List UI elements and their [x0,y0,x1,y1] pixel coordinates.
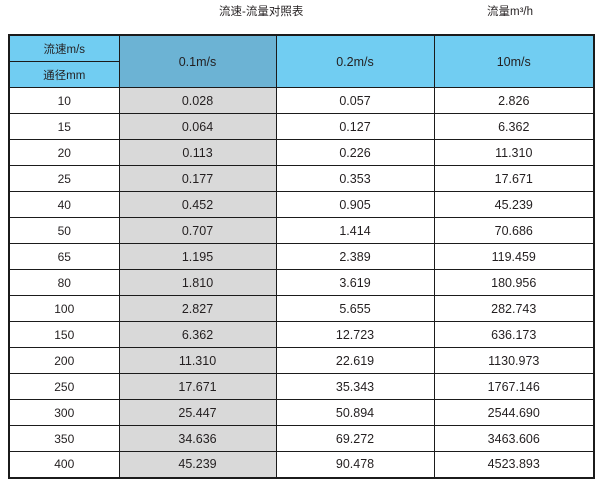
cell-dn: 250 [8,373,120,400]
cell-flow-10: 70.686 [433,217,595,244]
cell-dn: 300 [8,399,120,426]
cell-dn: 350 [8,425,120,452]
cell-dn: 400 [8,451,120,478]
cell-flow-0.1: 1.810 [118,269,277,296]
cell-dn: 100 [8,295,120,322]
cell-flow-0.2: 50.894 [275,399,435,426]
cell-flow-10: 17.671 [433,165,595,192]
cell-dn: 40 [8,191,120,218]
cell-flow-10: 6.362 [433,113,595,140]
header-velocity-10: 10m/s [433,34,595,88]
cell-flow-0.1: 2.827 [118,295,277,322]
cell-dn: 50 [8,217,120,244]
cell-flow-0.2: 0.127 [275,113,435,140]
cell-dn: 80 [8,269,120,296]
velocity-flow-comparison-table: 流速m/s 通径mm 0.1m/s 0.2m/s 10m/s 10 0.028 … [8,34,595,479]
table-row: 200 11.310 22.619 1130.973 [8,347,595,374]
table-row: 25 0.177 0.353 17.671 [8,165,595,192]
header-velocity-0.1: 0.1m/s [118,34,277,88]
cell-flow-0.1: 17.671 [118,373,277,400]
cell-flow-10: 3463.606 [433,425,595,452]
table-row: 400 45.239 90.478 4523.893 [8,451,595,478]
cell-flow-0.1: 0.113 [118,139,277,166]
cell-flow-0.2: 1.414 [275,217,435,244]
cell-flow-0.1: 45.239 [118,451,277,478]
cell-flow-10: 4523.893 [433,451,595,478]
cell-flow-0.1: 0.064 [118,113,277,140]
table-row: 15 0.064 0.127 6.362 [8,113,595,140]
table-row: 65 1.195 2.389 119.459 [8,243,595,270]
table-row: 100 2.827 5.655 282.743 [8,295,595,322]
cell-flow-0.1: 1.195 [118,243,277,270]
cell-flow-0.2: 12.723 [275,321,435,348]
cell-dn: 15 [8,113,120,140]
table-row: 20 0.113 0.226 11.310 [8,139,595,166]
cell-flow-10: 282.743 [433,295,595,322]
cell-flow-0.2: 3.619 [275,269,435,296]
cell-flow-10: 11.310 [433,139,595,166]
header-corner-cell: 流速m/s 通径mm [8,34,120,88]
cell-flow-10: 1130.973 [433,347,595,374]
cell-flow-10: 1767.146 [433,373,595,400]
header-velocity-0.2: 0.2m/s [275,34,435,88]
cell-dn: 150 [8,321,120,348]
table-title: 流速-流量对照表 [219,6,304,18]
flow-rate-unit-caption: 流量m³/h [487,6,533,18]
cell-flow-0.1: 25.447 [118,399,277,426]
cell-flow-0.1: 0.452 [118,191,277,218]
table-row: 10 0.028 0.057 2.826 [8,87,595,114]
cell-flow-10: 2.826 [433,87,595,114]
cell-flow-0.1: 0.177 [118,165,277,192]
table-row: 300 25.447 50.894 2544.690 [8,399,595,426]
header-diameter-label: 通径mm [43,69,86,82]
cell-flow-0.2: 0.905 [275,191,435,218]
cell-flow-10: 45.239 [433,191,595,218]
table-header: 流速m/s 通径mm 0.1m/s 0.2m/s 10m/s [8,34,595,88]
cell-flow-10: 2544.690 [433,399,595,426]
cell-flow-0.1: 34.636 [118,425,277,452]
cell-flow-0.1: 0.028 [118,87,277,114]
cell-flow-0.2: 0.353 [275,165,435,192]
table-row: 150 6.362 12.723 636.173 [8,321,595,348]
cell-dn: 25 [8,165,120,192]
cell-flow-0.2: 0.057 [275,87,435,114]
cell-flow-0.2: 69.272 [275,425,435,452]
cell-flow-0.2: 0.226 [275,139,435,166]
header-velocity-label: 流速m/s [10,36,119,62]
cell-flow-0.2: 2.389 [275,243,435,270]
cell-flow-10: 636.173 [433,321,595,348]
cell-flow-0.1: 6.362 [118,321,277,348]
table-row: 350 34.636 69.272 3463.606 [8,425,595,452]
cell-flow-0.2: 5.655 [275,295,435,322]
cell-flow-0.2: 90.478 [275,451,435,478]
cell-flow-10: 180.956 [433,269,595,296]
table-row: 50 0.707 1.414 70.686 [8,217,595,244]
table-body: 10 0.028 0.057 2.826 15 0.064 0.127 6.36… [8,87,595,478]
caption-strip: 流速-流量对照表 流量m³/h [0,0,600,30]
table-header-row: 流速m/s 通径mm 0.1m/s 0.2m/s 10m/s [8,34,595,88]
cell-flow-0.1: 11.310 [118,347,277,374]
cell-flow-0.2: 22.619 [275,347,435,374]
cell-dn: 65 [8,243,120,270]
cell-flow-10: 119.459 [433,243,595,270]
cell-dn: 20 [8,139,120,166]
cell-dn: 10 [8,87,120,114]
cell-dn: 200 [8,347,120,374]
table-row: 250 17.671 35.343 1767.146 [8,373,595,400]
table-row: 80 1.810 3.619 180.956 [8,269,595,296]
cell-flow-0.2: 35.343 [275,373,435,400]
cell-flow-0.1: 0.707 [118,217,277,244]
comparison-table-container: 流速m/s 通径mm 0.1m/s 0.2m/s 10m/s 10 0.028 … [8,34,595,479]
table-row: 40 0.452 0.905 45.239 [8,191,595,218]
